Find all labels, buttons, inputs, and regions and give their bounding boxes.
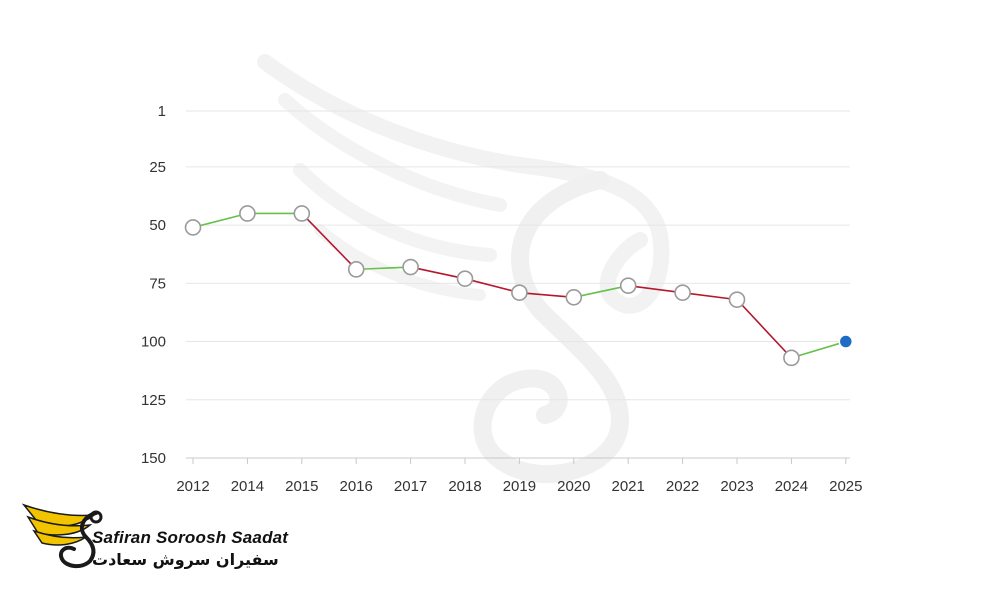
y-tick-label: 1 xyxy=(158,103,166,120)
wing-s-watermark-icon xyxy=(257,54,670,483)
series-line-segment xyxy=(192,212,249,229)
x-tick-label: 2014 xyxy=(231,478,264,495)
x-tick-label: 2022 xyxy=(666,478,699,495)
data-point[interactable] xyxy=(674,284,691,301)
series-line-segment xyxy=(300,212,358,271)
x-tick-label: 2017 xyxy=(394,478,427,495)
data-point[interactable] xyxy=(347,261,365,278)
y-tick-label: 75 xyxy=(149,275,166,292)
data-point[interactable] xyxy=(783,349,800,367)
wing-s-logo-icon xyxy=(22,503,103,568)
brand-name-english: Safiran Soroosh Saadat xyxy=(92,528,289,547)
x-tick-label: 2015 xyxy=(285,478,318,495)
series-line-segment xyxy=(572,284,630,299)
x-tick-label: 2021 xyxy=(612,478,645,495)
x-tick-label: 2023 xyxy=(720,478,753,495)
series-line-segment xyxy=(409,266,466,280)
brand-name-persian: سفیران سروش سعادت xyxy=(92,550,279,569)
data-point[interactable] xyxy=(619,277,637,294)
data-point[interactable] xyxy=(456,270,474,287)
x-tick-label: 2018 xyxy=(448,478,481,495)
data-point[interactable] xyxy=(184,219,202,236)
y-tick-label: 25 xyxy=(149,159,166,176)
axis-layer xyxy=(186,457,850,464)
series-line-segment xyxy=(464,277,521,294)
y-tick-label: 150 xyxy=(141,450,166,467)
series-line-segment xyxy=(790,340,847,359)
y-tick-label: 125 xyxy=(141,392,166,409)
series-line-segment xyxy=(627,284,684,294)
series-line-segment xyxy=(518,291,575,299)
y-tick-label: 100 xyxy=(141,334,166,351)
y-tick-label: 50 xyxy=(149,217,166,234)
data-point[interactable] xyxy=(293,205,311,222)
series-line-segment xyxy=(736,298,793,359)
data-point[interactable] xyxy=(565,289,583,306)
x-tick-label: 2024 xyxy=(775,478,808,495)
series-line-segment xyxy=(355,266,412,271)
data-point[interactable] xyxy=(402,258,419,276)
grid-layer xyxy=(186,110,850,401)
x-tick-label: 2020 xyxy=(557,478,590,495)
series-point-layer xyxy=(184,205,854,367)
series-line-segment xyxy=(681,291,738,301)
data-point[interactable] xyxy=(239,205,256,222)
x-tick-label: 2019 xyxy=(503,478,536,495)
x-tick-label: 2025 xyxy=(829,478,862,495)
x-tick-label: 2012 xyxy=(176,478,209,495)
x-tick-label: 2016 xyxy=(340,478,373,495)
brand-logo: Safiran Soroosh Saadat سفیران سروش سعادت xyxy=(22,495,302,575)
series-line-layer xyxy=(192,212,847,359)
highlight-data-point[interactable] xyxy=(838,334,854,349)
data-point[interactable] xyxy=(728,291,746,308)
data-point[interactable] xyxy=(511,284,528,301)
